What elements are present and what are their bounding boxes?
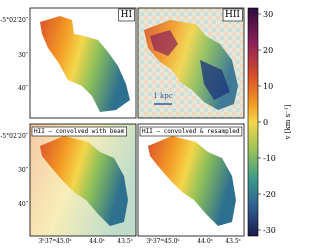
colorbar-tick-label: 0 [263, 118, 268, 127]
figure: v [km s⁻¹] HI HII HII – convolved with bea… [0, 7, 292, 245]
label-box [31, 126, 127, 137]
x-tick-label: 43.5ˢ [225, 238, 240, 245]
panel-hii-resampled [137, 123, 245, 237]
panel-hii [137, 7, 245, 119]
panel-hii-beam [29, 123, 137, 237]
y-tick-label: 30″ [18, 52, 29, 59]
colorbar-label: v [km s⁻¹] [284, 104, 292, 140]
colorbar-tick-label: -10 [263, 154, 276, 163]
x-tick-label: 44.0ˢ [89, 238, 104, 245]
x-tick-label: 3ʰ37ᵐ45.0ˢ [38, 238, 71, 245]
label-box [222, 8, 243, 22]
x-tick-label: 43.5ˢ [117, 238, 132, 245]
y-tick-label: 40″ [18, 201, 29, 208]
y-tick-label: 40″ [18, 85, 29, 92]
colorbar-tick-label: 10 [263, 82, 273, 91]
y-tick-label: -5°02′20″ [0, 17, 28, 24]
colorbar-tick-label: 30 [263, 10, 273, 19]
colorbar-tick-label: -20 [263, 190, 276, 199]
y-tick-label: 30″ [18, 167, 29, 174]
colorbar-tick-label: 20 [263, 46, 273, 55]
panel-label: HII [225, 10, 240, 20]
y-tick-label: -5°02′20″ [0, 133, 28, 140]
panel-hi [29, 7, 137, 119]
scale-bar-label: 1 kpc [153, 92, 172, 100]
panel-label: HI [121, 10, 133, 20]
x-tick-label: 3ʰ37ᵐ45.0ˢ [146, 238, 179, 245]
colorbar-tick-label: -30 [263, 226, 276, 235]
label-box [139, 126, 243, 137]
panel-label: HII – convolved with beam [34, 128, 125, 135]
label-box [118, 8, 135, 22]
colorbar [247, 7, 259, 237]
x-tick-label: 44.0ˢ [197, 238, 212, 245]
panel-label: HII – convolved & resampled [142, 128, 240, 135]
